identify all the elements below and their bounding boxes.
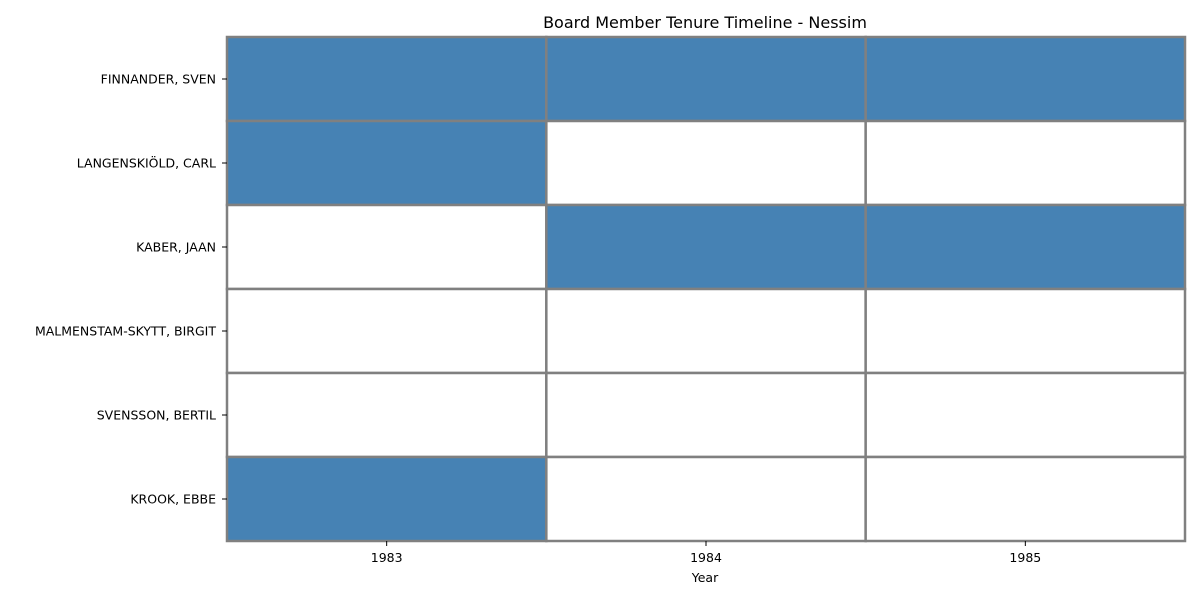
y-axis: FINNANDER, SVEN LANGENSKIÖLD, CARL KABER, … xyxy=(35,72,227,507)
heatmap-cell-1983-row-2 xyxy=(225,119,548,207)
heatmap-cell-1984-row-5 xyxy=(545,371,867,459)
x-tick-label: 1984 xyxy=(690,550,722,565)
heatmap-cell-1985-row-6 xyxy=(864,455,1187,543)
heatmap-cell-1984-row-3 xyxy=(545,203,867,291)
heatmap-cell-1984-row-1 xyxy=(545,35,867,123)
heatmap-cell-1984-row-2 xyxy=(545,119,867,207)
chart-title: Board Member Tenure Timeline - Nessim xyxy=(543,13,867,32)
x-tick-label: 1983 xyxy=(371,550,403,565)
heatmap-cell-1985-row-1 xyxy=(864,35,1187,123)
heatmap-cell-1985-row-5 xyxy=(864,371,1187,459)
heatmap-cell-1985-row-2 xyxy=(864,119,1187,207)
x-axis: 1983 1984 1985 xyxy=(371,541,1041,565)
y-tick-label: SVENSSON, BERTIL xyxy=(97,408,216,423)
heatmap-cell-1984-row-6 xyxy=(545,455,867,543)
y-tick-label: LANGENSKIÖLD, CARL xyxy=(77,155,216,171)
y-tick-label: FINNANDER, SVEN xyxy=(101,72,216,87)
heatmap-cells xyxy=(225,35,1187,543)
heatmap-cell-1983-row-1 xyxy=(225,35,548,123)
x-tick-label: 1985 xyxy=(1009,550,1041,565)
y-tick-label: KABER, JAAN xyxy=(136,240,216,255)
heatmap-cell-1985-row-4 xyxy=(864,287,1187,375)
heatmap-cell-1983-row-6 xyxy=(225,455,548,543)
heatmap-cell-1983-row-4 xyxy=(225,287,548,375)
heatmap-cell-1984-row-4 xyxy=(545,287,867,375)
y-tick-label: KROOK, EBBE xyxy=(130,492,216,507)
y-tick-label: MALMENSTAM-SKYTT, BIRGIT xyxy=(35,324,216,339)
heatmap-cell-1985-row-3 xyxy=(864,203,1187,291)
x-axis-label: Year xyxy=(691,570,719,585)
heatmap-cell-1983-row-3 xyxy=(225,203,548,291)
heatmap-cell-1983-row-5 xyxy=(225,371,548,459)
